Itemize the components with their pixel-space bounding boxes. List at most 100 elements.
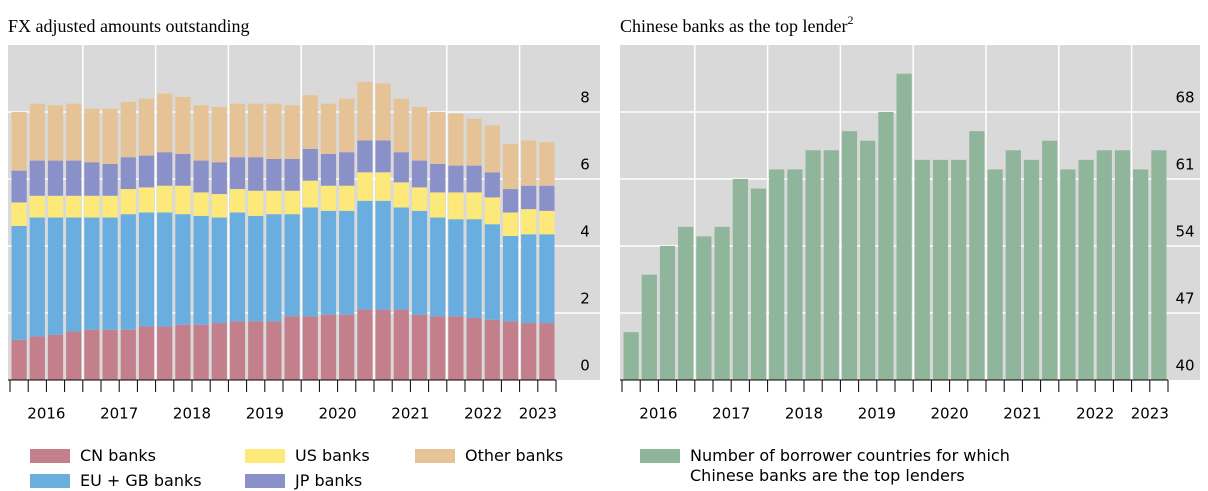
bar-segment [375,200,391,310]
bar-segment [84,162,100,196]
bar-segment [66,331,82,380]
x-year-label: 2018 [173,405,211,423]
bar-segment [320,153,337,186]
bar-segment [466,118,482,166]
bar-segment [284,214,300,317]
bar-segment [66,103,82,161]
bar-segment [393,207,409,310]
bar-segment [430,163,446,193]
bar [823,150,839,380]
bar-segment [357,81,373,141]
bar [1151,150,1167,380]
x-year-label: 2017 [100,405,138,423]
bar-segment [448,192,464,220]
bar-segment [284,190,300,215]
bar-segment [484,125,500,173]
bar-segment [175,185,191,215]
y-tick-label: 61 [1175,156,1194,174]
bar-segment [47,105,64,161]
bar-segment [138,187,155,213]
bar-segment [229,212,246,322]
y-tick-label: 8 [580,89,590,107]
bar [732,179,748,380]
bar [696,236,712,380]
bar-segment [66,217,82,332]
bar [1023,159,1040,380]
bar-segment [521,140,537,186]
bar [932,159,949,380]
bar [1005,150,1021,380]
bar-segment [393,309,409,380]
bar-segment [120,157,136,190]
bar-segment [102,195,118,218]
bar-segment [11,225,27,340]
legend-item: Number of borrower countries for which C… [640,446,1060,486]
bar-segment [284,316,300,380]
bar-segment [193,324,209,380]
bar [1133,169,1149,380]
bar-segment [11,112,27,171]
bar [623,332,639,380]
bar-segment [102,108,118,164]
bar-segment [484,197,500,225]
bar-segment [411,187,428,211]
bar-segment [102,163,118,196]
bar-segment [521,209,537,235]
y-tick-label: 6 [580,156,590,174]
bar-segment [393,182,409,208]
bar-segment [339,152,355,186]
bar-segment [302,148,318,181]
bar [805,150,821,380]
x-year-label: 2016 [27,405,65,423]
bar-segment [84,195,100,218]
bar-segment [229,157,246,190]
bar-segment [375,140,391,173]
bar-segment [11,170,27,203]
bar-segment [211,217,227,324]
bar-segment [393,98,409,153]
bar-segment [339,210,355,315]
title-note: 2 [847,13,853,27]
bar-segment [29,103,45,161]
bar-segment [120,189,136,215]
bar [1078,159,1094,380]
legend-swatch [245,449,285,463]
legend-swatch [245,474,285,488]
bar-segment [302,95,318,149]
bar-segment [502,212,519,236]
legend-label: US banks [295,446,370,465]
bar [714,226,730,380]
bar [951,159,967,380]
bar-segment [193,215,209,325]
legend-swatch [640,449,680,463]
bar [750,188,767,380]
x-year-label: 2022 [464,405,502,423]
bar-segment [47,217,64,335]
y-tick-label: 54 [1175,223,1194,241]
y-tick-label: 0 [580,357,590,375]
bar-segment [411,160,428,188]
bar-segment [448,113,464,166]
bar [914,159,930,380]
bar-segment [229,189,246,213]
x-year-label: 2020 [319,405,357,423]
bar [1114,150,1131,380]
legend-item: CN banks [30,446,230,466]
bar-segment [320,210,337,315]
bar-segment [375,83,391,141]
bar-segment [539,323,555,380]
x-year-label: 2019 [858,405,896,423]
x-year-label: 2017 [712,405,750,423]
chart-title: FX adjusted amounts outstanding [8,16,250,36]
bar-segment [248,103,264,158]
bar-segment [448,165,464,193]
bar-segment [502,321,519,380]
bar-segment [502,189,519,213]
bar-segment [66,195,82,218]
bar-segment [229,321,246,380]
bar-segment [466,318,482,380]
bar-segment [193,105,209,161]
bar-segment [521,234,537,324]
bar-segment [339,98,355,153]
bar-segment [302,316,318,380]
